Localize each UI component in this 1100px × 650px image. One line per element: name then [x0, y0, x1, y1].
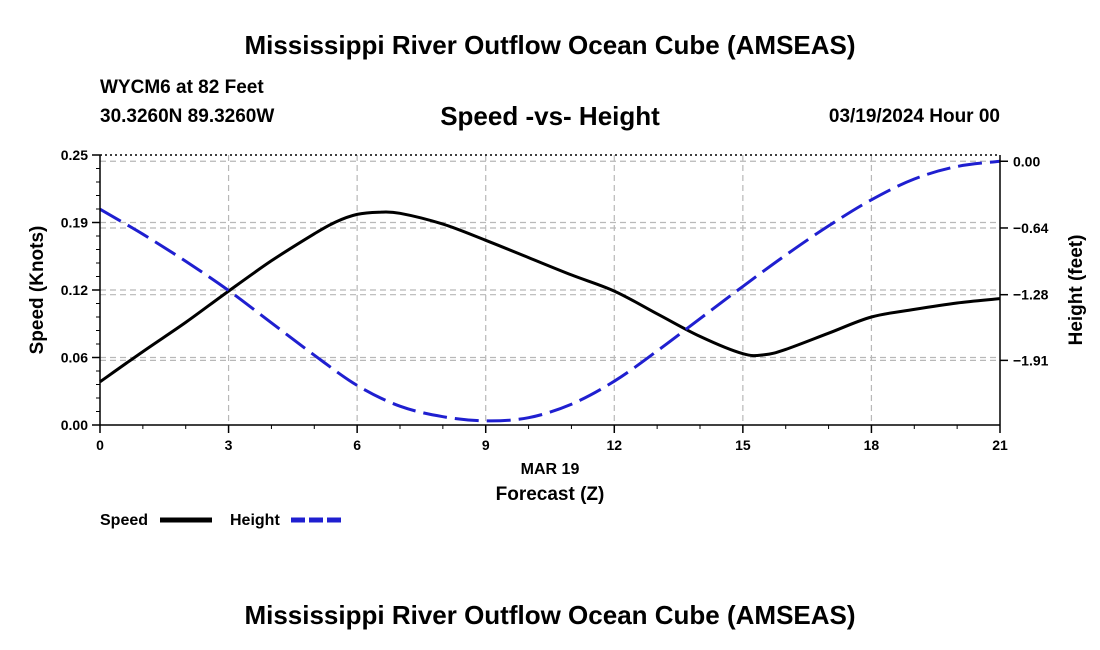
y2-tick-label: 0.00	[1013, 153, 1040, 169]
legend-speed-label: Speed	[100, 512, 148, 529]
series-line-height	[99, 159, 1001, 423]
main-title: Mississippi River Outflow Ocean Cube (AM…	[244, 30, 856, 60]
x-axis-title: Forecast (Z)	[496, 484, 605, 505]
series-layer	[99, 159, 1001, 423]
y-tick-label: 0.12	[61, 282, 88, 298]
footer-title: Mississippi River Outflow Ocean Cube (AM…	[244, 600, 856, 630]
station-label: WYCM6 at 82 Feet	[100, 77, 264, 98]
y-axis-title: Speed (Knots)	[27, 226, 48, 355]
series-line-speed	[99, 210, 1001, 384]
x-tick-label: 3	[225, 437, 233, 453]
x-tick-label: 6	[353, 437, 361, 453]
coordinates-label: 30.3260N 89.3260W	[100, 106, 275, 127]
legend: Speed Height	[100, 512, 343, 529]
y-tick-label: 0.19	[61, 215, 88, 231]
y-tick-label: 0.00	[61, 417, 88, 433]
legend-height-label: Height	[230, 512, 280, 529]
x-tick-label: 9	[482, 437, 490, 453]
y-tick-label: 0.06	[61, 350, 88, 366]
y2-tick-label: −1.28	[1013, 287, 1049, 303]
labels-layer: 0 3 6 9 12 15 18 21 0.00 0.06 0.12 0.19 0.25 0.00 −0.6…	[61, 147, 1049, 453]
forecast-datetime: 03/19/2024 Hour 00	[828, 106, 1000, 127]
x-tick-label: 0	[96, 437, 104, 453]
x-tick-label: 12	[606, 437, 622, 453]
x-tick-label: 18	[864, 437, 880, 453]
y-tick-label: 0.25	[61, 147, 88, 163]
chart-subtitle: Speed -vs- Height	[440, 101, 660, 131]
x-tick-label: 21	[992, 437, 1008, 453]
y2-tick-label: −0.64	[1013, 220, 1049, 236]
y2-axis-title: Height (feet)	[1066, 235, 1087, 346]
y2-tick-label: −1.91	[1013, 352, 1049, 368]
frame-layer	[92, 154, 1008, 433]
grid-layer	[100, 155, 1000, 425]
x-axis-date-label: MAR 19	[521, 461, 580, 478]
x-tick-label: 15	[735, 437, 751, 453]
